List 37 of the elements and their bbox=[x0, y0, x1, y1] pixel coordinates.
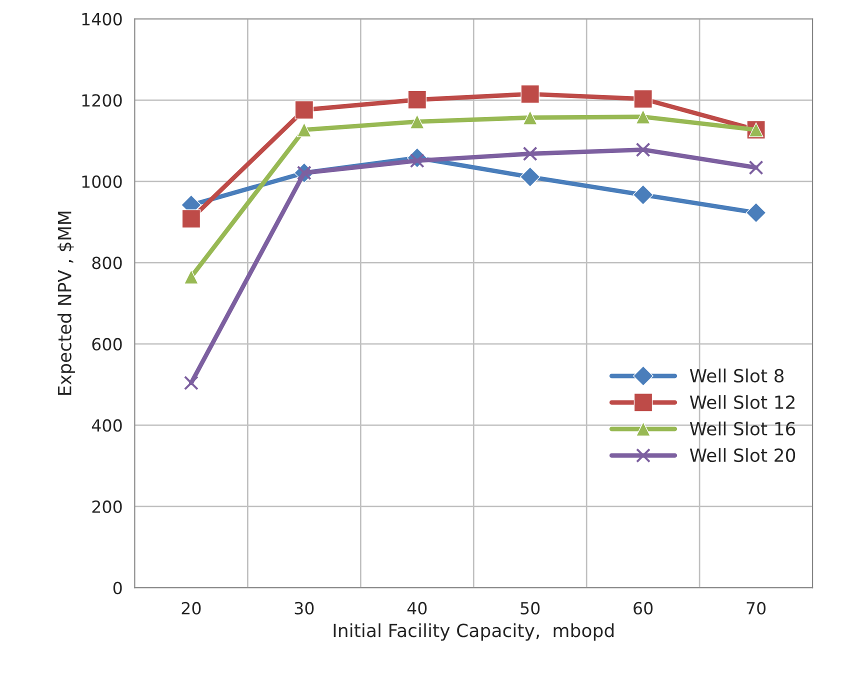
point bbox=[520, 166, 540, 188]
legend-label: Well Slot 20 bbox=[690, 448, 796, 462]
x-tick-label: 50 bbox=[520, 602, 540, 615]
point bbox=[636, 110, 650, 124]
point bbox=[522, 110, 538, 125]
y-tick-label: 1200 bbox=[82, 94, 122, 107]
point bbox=[410, 114, 424, 129]
point bbox=[636, 142, 650, 158]
y-tick-label: 0 bbox=[113, 582, 122, 594]
y-tick-label: 600 bbox=[92, 338, 122, 350]
point bbox=[294, 100, 314, 120]
x-tick-label: 40 bbox=[407, 602, 427, 615]
point bbox=[184, 376, 198, 390]
x-tick-label: 60 bbox=[634, 602, 653, 615]
y-tick-label: 1400 bbox=[82, 12, 122, 26]
x-axis-title: Initial Facility Capacity, mbopd bbox=[334, 623, 614, 641]
point bbox=[296, 122, 312, 138]
y-tick-label: 200 bbox=[92, 500, 122, 514]
point bbox=[746, 202, 766, 223]
point bbox=[520, 84, 540, 104]
x-tick-label: 30 bbox=[294, 602, 314, 615]
point bbox=[408, 90, 427, 110]
x-tick-label: 70 bbox=[746, 602, 766, 615]
legend-label: Well Slot 12 bbox=[690, 395, 794, 410]
y-tick-label: 800 bbox=[92, 256, 122, 270]
point bbox=[182, 209, 201, 228]
y-tick-label: 1000 bbox=[82, 175, 122, 188]
legend-label: Well Slot 16 bbox=[690, 422, 796, 436]
point bbox=[522, 146, 538, 162]
point bbox=[632, 184, 654, 205]
y-axis-title: Expected NPV , $MM bbox=[57, 212, 75, 395]
point bbox=[748, 160, 764, 175]
x-tick-label: 20 bbox=[182, 602, 201, 615]
point bbox=[634, 90, 652, 108]
legend-label: Well Slot 8 bbox=[690, 368, 784, 383]
point bbox=[184, 270, 198, 284]
y-tick-label: 400 bbox=[92, 419, 122, 432]
